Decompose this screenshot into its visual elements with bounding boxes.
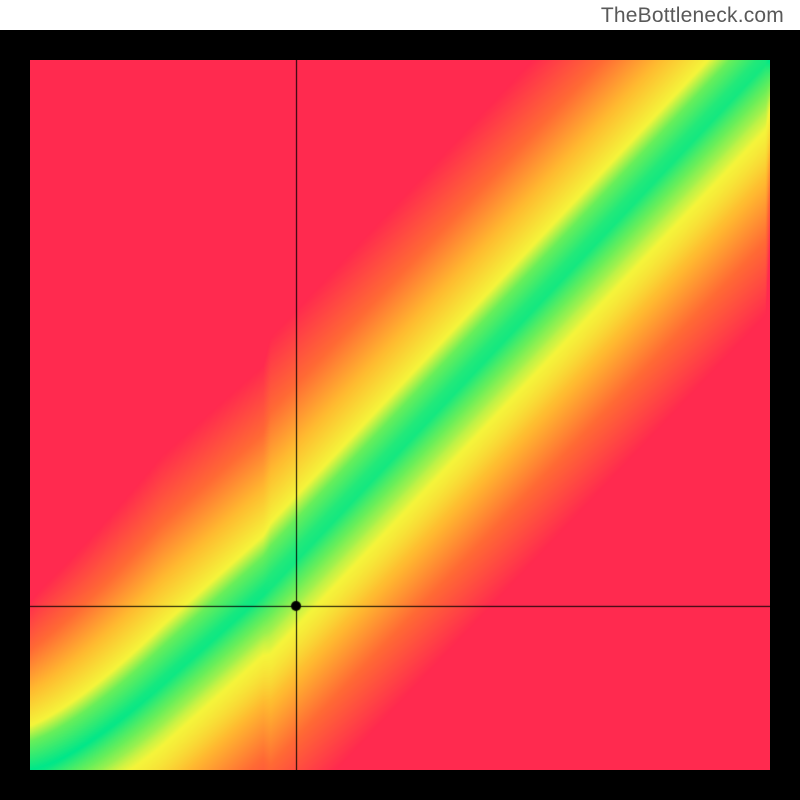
crosshair-overlay <box>30 60 770 770</box>
chart-container: TheBottleneck.com <box>0 0 800 800</box>
watermark-text: TheBottleneck.com <box>601 4 784 28</box>
